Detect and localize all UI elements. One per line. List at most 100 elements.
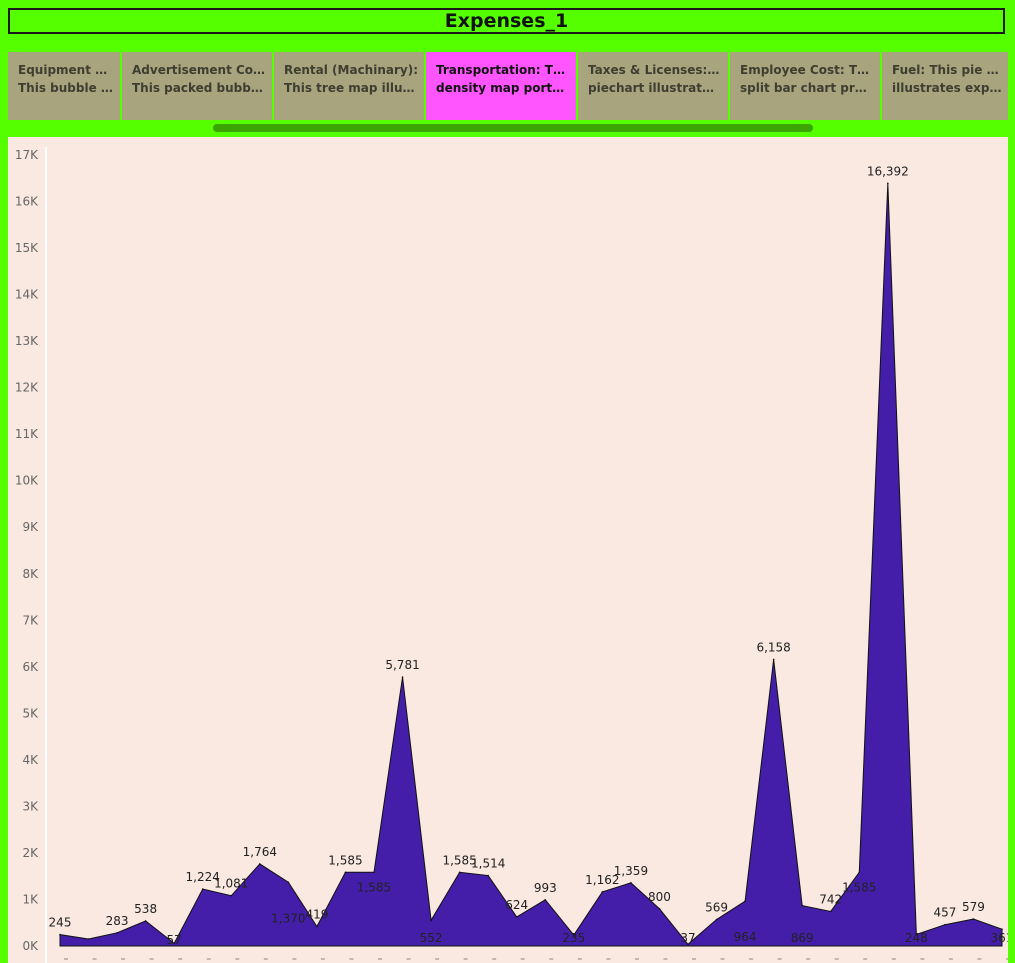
tab-label: Advertisement Cost: — [132, 63, 266, 77]
tab-1[interactable]: Equipment Cost: This bubble char.. — [8, 52, 120, 120]
tab-label: Fuel: This pie chart — [892, 63, 1002, 77]
data-label: 993 — [534, 881, 557, 895]
data-label: 1,359 — [614, 864, 648, 878]
data-point — [201, 888, 204, 890]
chart-area: 0K 1K 2K 3K 4K 5K 6K 7K 8K 9K 10K 11K 12K 13K 14K 15K 16… — [8, 137, 1008, 963]
transportation-area-chart: 0K 1K 2K 3K 4K 5K 6K 7K 8K 9K 10K 11K 12K 13K 14K 15K 16… — [15, 147, 1008, 963]
data-point — [316, 925, 318, 928]
tab-label: density map portrays .. — [436, 81, 570, 95]
data-point — [259, 863, 261, 865]
y-tick-label: 15K — [15, 241, 39, 255]
data-label: 538 — [134, 902, 157, 916]
y-tick-label: 8K — [22, 567, 39, 581]
data-point — [373, 871, 375, 874]
data-point — [515, 916, 518, 918]
data-label: 1,514 — [471, 857, 505, 871]
tab-label: split bar chart provid.. — [740, 81, 874, 95]
y-tick-label: 13K — [15, 334, 39, 348]
data-label: 57 — [167, 933, 182, 947]
data-point — [687, 943, 689, 946]
data-label: 1,224 — [186, 870, 220, 884]
data-label: 1,764 — [243, 845, 277, 859]
data-label: 800 — [648, 890, 671, 904]
data-label: 964 — [734, 930, 757, 944]
tab-label: This tree map illustra.. — [284, 81, 418, 95]
data-label: 1,585 — [442, 853, 476, 867]
y-tick-label: 9K — [22, 520, 39, 534]
y-tick-label: 4K — [22, 753, 39, 767]
data-label: 245 — [49, 916, 72, 930]
y-tick-label: 12K — [15, 381, 39, 395]
y-tick-label: 6K — [22, 660, 39, 674]
tab-label: This bubble char.. — [18, 81, 114, 95]
data-label: 624 — [505, 898, 528, 912]
data-point — [87, 938, 90, 940]
data-point — [487, 874, 489, 877]
tab-label: Equipment Cost: — [18, 63, 114, 77]
tab-label: Taxes & Licenses: This — [588, 63, 722, 77]
data-point — [972, 918, 975, 920]
y-tick-label: 5K — [22, 706, 39, 720]
data-point — [630, 881, 632, 884]
data-point — [887, 182, 889, 185]
tab-label: illustrates expendi.. — [892, 81, 1002, 95]
data-point — [915, 933, 918, 936]
data-label: 742 — [819, 892, 842, 906]
data-label: 1,370 — [271, 911, 305, 925]
data-point — [401, 676, 404, 678]
data-label: 248 — [905, 931, 928, 945]
data-point — [658, 907, 661, 910]
data-label: 6,158 — [756, 640, 790, 654]
tab-6[interactable]: Employee Cost: This split bar chart provi… — [730, 52, 880, 120]
y-tick-label: 3K — [22, 799, 39, 813]
data-label: 1,081 — [214, 877, 248, 891]
data-label: 235 — [562, 931, 585, 945]
data-point — [744, 900, 746, 902]
data-point — [430, 919, 432, 922]
y-tick-label: 11K — [15, 427, 39, 441]
data-label: 37 — [680, 931, 695, 945]
data-point — [230, 894, 233, 897]
data-label: 419 — [305, 908, 328, 922]
data-point — [544, 898, 547, 901]
tab-label: Transportation: This — [436, 63, 570, 77]
y-tick-label: 17K — [15, 148, 39, 162]
y-tick-label: 0K — [22, 939, 39, 953]
tabs-scrollbar[interactable] — [213, 124, 813, 132]
tab-3[interactable]: Rental (Machinary): This tree map illustr… — [274, 52, 424, 120]
data-point — [801, 904, 803, 907]
y-tick-label: 2K — [22, 846, 39, 860]
data-point — [772, 658, 775, 661]
tab-label: Rental (Machinary): — [284, 63, 418, 77]
data-point — [116, 932, 118, 934]
data-label: 579 — [962, 900, 985, 914]
y-tick-label: 1K — [22, 892, 39, 906]
data-point — [287, 881, 290, 884]
y-tick-label: 10K — [15, 474, 39, 488]
tab-4[interactable]: Transportation: This density map portrays… — [426, 52, 576, 120]
tab-label: This packed bubble ch.. — [132, 81, 266, 95]
data-point — [144, 920, 147, 922]
data-label: 361 — [991, 931, 1008, 945]
data-label: 869 — [791, 931, 814, 945]
data-label: 1,585 — [842, 880, 876, 894]
data-point — [944, 923, 946, 926]
data-point — [715, 918, 718, 921]
y-tick-label: 16K — [15, 195, 39, 209]
data-point — [829, 910, 832, 913]
area-series — [59, 183, 1003, 947]
tab-2[interactable]: Advertisement Cost: This packed bubble ch… — [122, 52, 272, 120]
dashboard-title: Expenses_1 — [8, 8, 1005, 34]
data-label: 283 — [106, 914, 129, 928]
data-label: 457 — [933, 906, 956, 920]
data-point — [344, 871, 347, 874]
data-label: 552 — [420, 931, 443, 945]
data-label: 16,392 — [867, 164, 909, 178]
data-label: 1,585 — [357, 880, 391, 894]
data-point — [173, 942, 175, 945]
data-label: 1,162 — [585, 873, 619, 887]
tab-label: piechart illustrates t.. — [588, 81, 722, 95]
tab-7[interactable]: Fuel: This pie chart illustrates expendi.… — [882, 52, 1008, 120]
tab-5[interactable]: Taxes & Licenses: This piechart illustrat… — [578, 52, 728, 120]
data-label: 569 — [705, 901, 728, 915]
